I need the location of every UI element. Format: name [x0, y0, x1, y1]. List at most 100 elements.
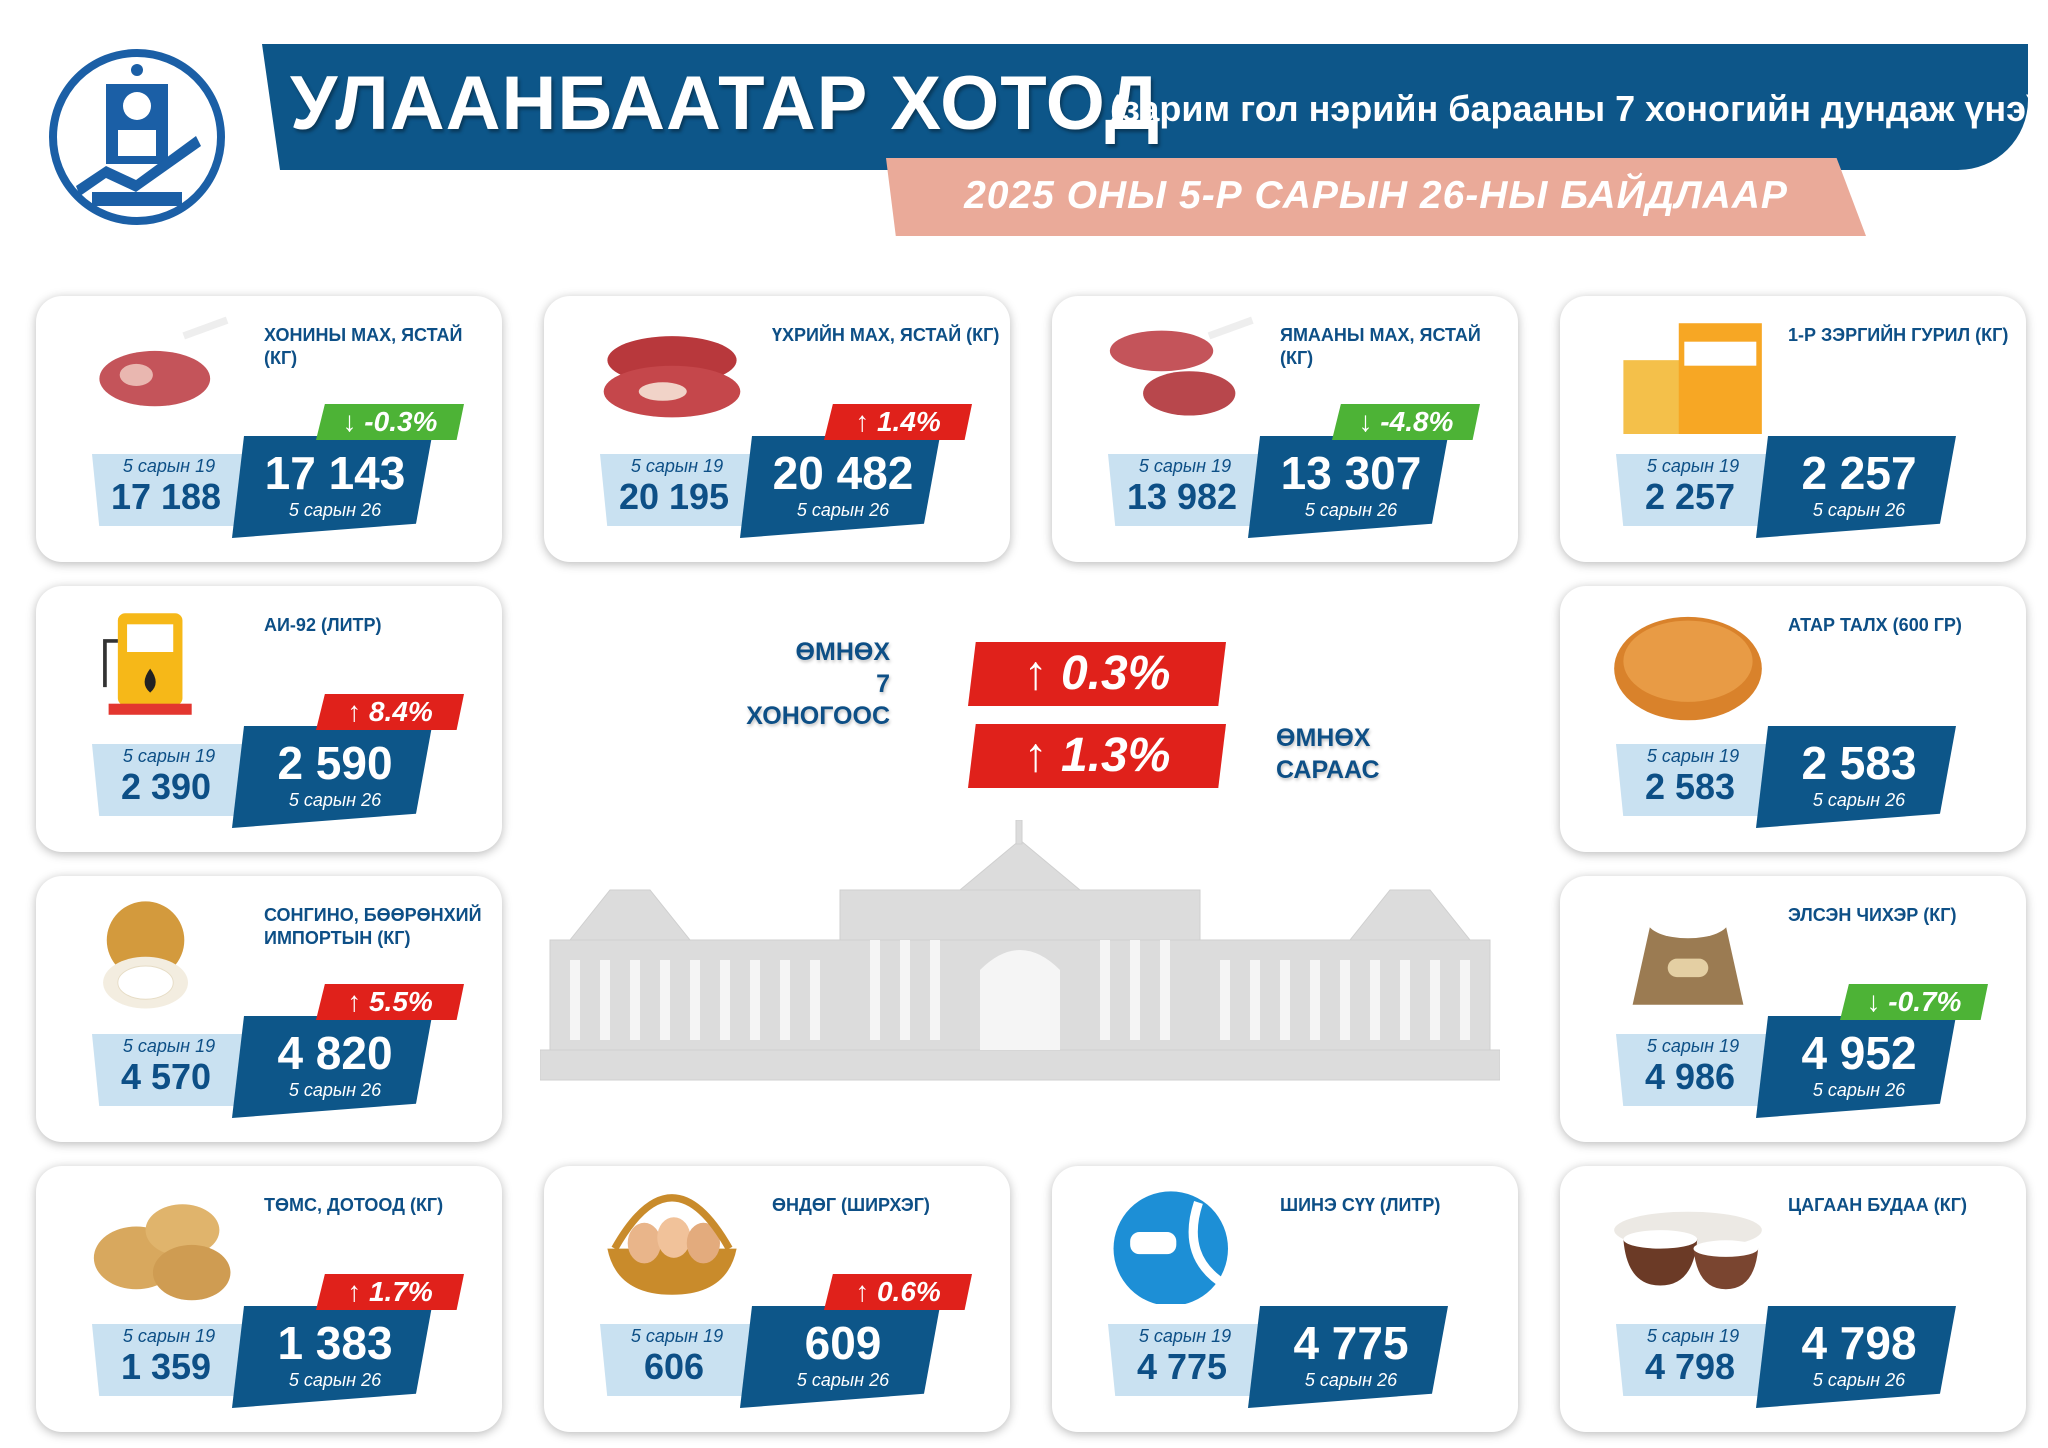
change-badge: ↑ 5.5%	[316, 984, 464, 1020]
previous-price: 4 570	[120, 1056, 212, 1097]
page-subtitle: (зарим гол нэрийн барааны 7 хоногийн дун…	[1110, 88, 2039, 129]
current-price: 4 775	[1293, 1317, 1409, 1369]
current-date-label: 5 сарын 26	[1812, 500, 1906, 520]
title-band	[262, 44, 2028, 170]
price-card: ТӨМС, ДОТООД (КГ) 5 сарын 19 1 359 1 383 5 с…	[36, 1166, 502, 1432]
price-card: ШИНЭ СҮҮ (ЛИТР) 5 сарын 19 4 775 4 775 5 сар…	[1052, 1166, 1518, 1432]
price-card: ЭЛСЭН ЧИХЭР (КГ) 5 сарын 19 4 986 4 952 5 са…	[1560, 876, 2026, 1142]
page-title: УЛААНБААТАР ХОТОД	[290, 61, 1161, 146]
item-name: 1-Р ЗЭРГИЙН ГУРИЛ (КГ)	[1788, 325, 2009, 345]
potato-icon	[93, 1204, 231, 1301]
current-price: 20 482	[772, 447, 914, 499]
item-name: АИ-92 (ЛИТР)	[264, 615, 382, 635]
current-price-box	[232, 436, 432, 538]
month-change-badge: ↑ 1.3%	[968, 724, 1226, 788]
item-name: ШИНЭ СҮҮ (ЛИТР)	[1280, 1195, 1441, 1215]
current-price-box	[740, 1306, 940, 1408]
current-date-label: 5 сарын 26	[288, 790, 382, 810]
change-badge: ↓ -4.8%	[1332, 404, 1480, 440]
rice-icon	[1614, 1211, 1762, 1290]
week-change-badge: ↑ 0.3%	[968, 642, 1226, 706]
mutton-icon	[99, 316, 229, 407]
price-card: 1-Р ЗЭРГИЙН ГУРИЛ (КГ) 5 сарын 19 2 257 2 2…	[1560, 296, 2026, 562]
current-price-box	[232, 726, 432, 828]
fuel-pump-icon	[103, 613, 192, 715]
previous-date-label: 5 сарын 19	[1646, 456, 1740, 476]
previous-date-label: 5 сарын 19	[122, 746, 216, 766]
sugar-sack-icon	[1632, 905, 1744, 1005]
current-price-box	[1756, 1306, 1956, 1408]
current-price: 13 307	[1280, 447, 1422, 499]
government-palace-icon	[540, 820, 1500, 1081]
current-price-box	[1248, 1306, 1448, 1408]
week-label-2: 7 ХОНОГООС	[746, 670, 890, 730]
item-name: ХОНИНЫ МАХ, ЯСТАЙ (КГ)	[264, 325, 463, 368]
item-name: ӨНДӨГ (ШИРХЭГ)	[772, 1195, 930, 1215]
current-price-box	[1756, 436, 1956, 538]
milk-icon	[1113, 1191, 1229, 1304]
price-card: АТАР ТАЛХ (600 ГР) 5 сарын 19 2 583 2 583 5 …	[1560, 586, 2026, 852]
price-card: АИ-92 (ЛИТР) 5 сарын 19 2 390 2 590 5 сарын …	[36, 586, 502, 852]
current-date-label: 5 сарын 26	[288, 1080, 382, 1100]
current-date-label: 5 сарын 26	[1812, 790, 1906, 810]
current-price: 4 820	[277, 1027, 393, 1079]
current-price-box	[232, 1016, 432, 1118]
item-name: ТӨМС, ДОТООД (КГ)	[264, 1195, 444, 1215]
week-label-line-1: ӨМНӨХ	[795, 638, 890, 666]
previous-date-label: 5 сарын 19	[1646, 1326, 1740, 1346]
eggs-basket-icon	[607, 1194, 737, 1295]
onion-icon	[103, 901, 188, 1009]
item-name: ЦАГААН БУДАА (КГ)	[1788, 1195, 1967, 1215]
current-date-label: 5 сарын 26	[1304, 1370, 1398, 1390]
item-name: АТАР ТАЛХ (600 ГР)	[1788, 615, 1962, 635]
goat-meat-icon	[1109, 316, 1254, 416]
week-label: ӨМНӨХ	[726, 636, 890, 668]
month-label-2: САРААС	[1276, 756, 1380, 784]
current-price: 609	[804, 1317, 882, 1369]
current-price: 17 143	[264, 447, 406, 499]
previous-date-label: 5 сарын 19	[122, 456, 216, 476]
month-label-1: ӨМНӨХ	[1276, 724, 1371, 752]
previous-price: 2 390	[120, 766, 212, 807]
change-badge: ↑ 0.6%	[824, 1274, 972, 1310]
item-name: СОНГИНО, БӨӨРӨНХИЙ ИМПОРТЫН (КГ)	[264, 905, 482, 948]
current-price: 2 257	[1801, 447, 1917, 499]
change-badge: ↑ 1.4%	[824, 404, 972, 440]
statistics-office-logo-icon	[49, 49, 225, 225]
previous-price: 606	[643, 1346, 705, 1387]
previous-date-label: 5 сарын 19	[1138, 1326, 1232, 1346]
previous-price: 4 798	[1644, 1346, 1736, 1387]
current-price: 4 952	[1801, 1027, 1917, 1079]
previous-date-label: 5 сарын 19	[122, 1036, 216, 1056]
change-badge: ↑ 8.4%	[316, 694, 464, 730]
previous-price: 2 257	[1644, 476, 1736, 517]
item-name: ЭЛСЭН ЧИХЭР (КГ)	[1788, 905, 1957, 925]
change-badge: ↓ -0.3%	[316, 404, 464, 440]
current-price: 1 383	[277, 1317, 393, 1369]
current-price-box	[740, 436, 940, 538]
current-date-label: 5 сарын 26	[796, 500, 890, 520]
report-date: 2025 ОНЫ 5-Р САРЫН 26-НЫ БАЙДЛААР	[964, 174, 1788, 217]
current-date-label: 5 сарын 26	[1304, 500, 1398, 520]
price-card: ХОНИНЫ МАХ, ЯСТАЙ (КГ) 5 сарын 19 17 188 17…	[36, 296, 502, 562]
previous-price: 20 195	[618, 476, 730, 517]
date-band	[886, 158, 1866, 236]
previous-price: 13 982	[1126, 476, 1238, 517]
previous-price: 1 359	[120, 1346, 212, 1387]
bread-icon	[1614, 616, 1762, 721]
previous-date-label: 5 сарын 19	[630, 456, 724, 476]
beef-icon	[603, 336, 741, 418]
previous-price: 17 188	[110, 476, 222, 517]
price-card: ҮХРИЙН МАХ, ЯСТАЙ (КГ) 5 сарын 19 20 195 20…	[544, 296, 1010, 562]
current-price: 2 583	[1801, 737, 1917, 789]
current-date-label: 5 сарын 26	[1812, 1080, 1906, 1100]
current-price-box	[1248, 436, 1448, 538]
current-date-label: 5 сарын 26	[796, 1370, 890, 1390]
previous-price: 4 775	[1136, 1346, 1228, 1387]
change-badge: ↑ 1.7%	[316, 1274, 464, 1310]
price-card: ЦАГААН БУДАА (КГ) 5 сарын 19 4 798 4 798 5 с…	[1560, 1166, 2026, 1432]
current-price-box	[1756, 726, 1956, 828]
price-card: ӨНДӨГ (ШИРХЭГ) 5 сарын 19 606 609 5 сарын 26…	[544, 1166, 1010, 1432]
previous-date-label: 5 сарын 19	[630, 1326, 724, 1346]
current-price: 2 590	[277, 737, 393, 789]
